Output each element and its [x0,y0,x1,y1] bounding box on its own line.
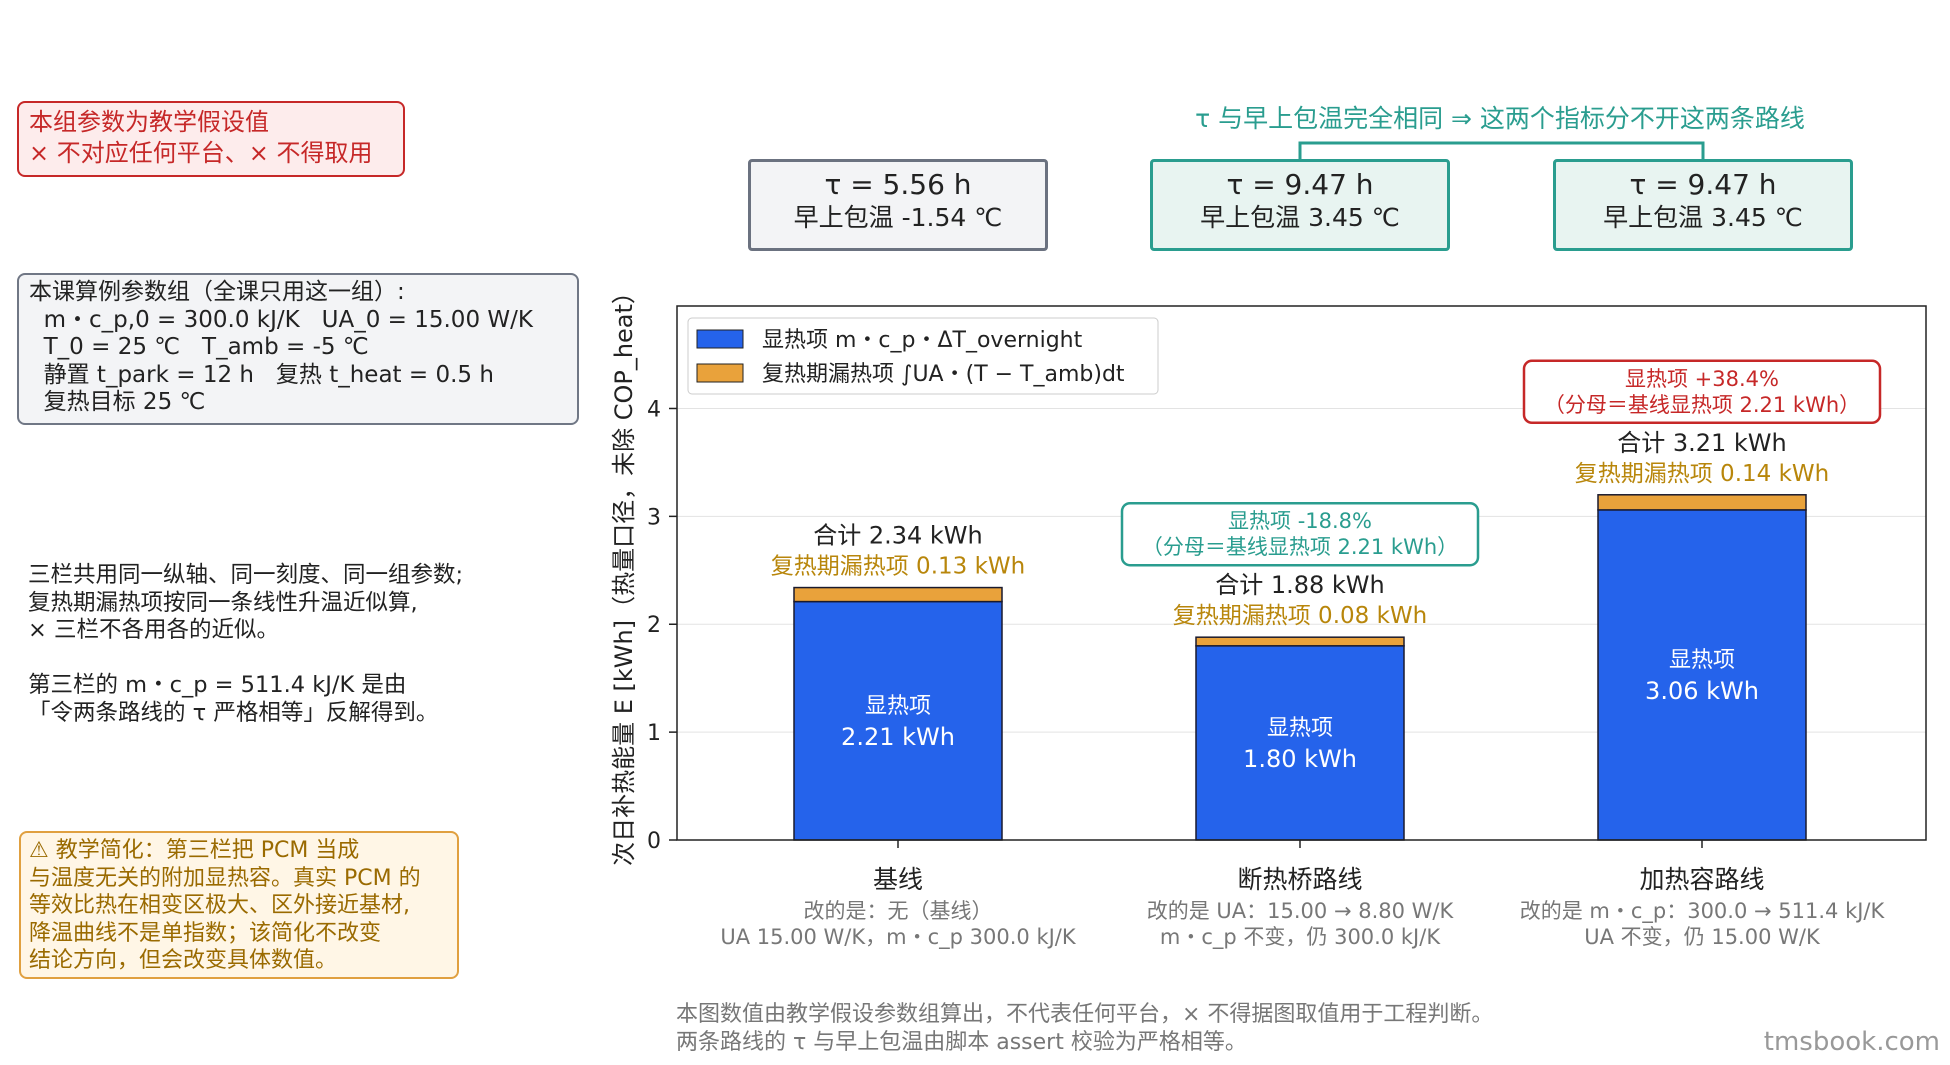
morning-temp: 早上包温 3.45 ℃ [1200,203,1400,232]
bar-inner-value: 2.21 kWh [841,723,955,751]
x-category-label: 加热容路线 [1639,865,1764,894]
parameter-box: 本课算例参数组（全课只用这一组）: m・c_p,0 = 300.0 kJ/K U… [17,273,579,425]
equal-tau-note: τ 与早上包温完全相同 ⇒ 这两个指标分不开这两条路线 [1195,104,1805,133]
total-label: 合计 1.88 kWh [1215,571,1385,599]
y-axis-label: 次日补热能量 E [kWh]（热量口径，未除 COP_heat） [610,280,638,866]
bar-inner-label: 显热项 [1267,716,1333,741]
equal-tau-bracket [1298,141,1705,159]
y-tick-label: 4 [647,397,661,422]
legend-box [687,317,1159,395]
disclaimer-line: 本组参数为教学假设值 [29,108,269,136]
x-category-note: UA 15.00 W/K，m・c_p 300.0 kJ/K [720,925,1077,950]
bar-sensible [1195,645,1405,841]
footer-line: 两条路线的 τ 与早上包温由脚本 assert 校验为严格相等。 [676,1030,1247,1055]
tau-value: τ = 9.47 h [1226,168,1374,201]
annotation-box [1120,501,1480,567]
x-category-label: 断热桥路线 [1237,865,1362,894]
annotation-line: 显热项 -18.8% [1228,509,1372,533]
note-line: × 三栏不各用各的近似。 [28,617,280,643]
param-line: 复热目标 25 ℃ [29,389,206,415]
bar-leak [1195,636,1405,647]
leak-label: 复热期漏热项 0.13 kWh [771,554,1025,580]
tau-box-heat-capacity: τ = 9.47 h 早上包温 3.45 ℃ [1553,159,1853,251]
annotation-box [1522,359,1882,425]
leak-label: 复热期漏热项 0.08 kWh [1173,603,1427,629]
plot-frame [676,305,1927,841]
brand-watermark: tmsbook.com [1763,1027,1940,1057]
bar-inner-value: 1.80 kWh [1243,745,1357,773]
disclaimer-note: 本组参数为教学假设值 × 不对应任何平台、× 不得取用 [17,101,405,177]
legend-label-sensible: 显热项 m・c_p・ΔT_overnight [762,328,1083,353]
x-category-note: 改的是 UA：15.00 → 8.80 W/K [1147,899,1455,923]
warning-line: 等效比热在相变区极大、区外接近基材, [29,893,410,918]
warning-line: 结论方向，但会改变具体数值。 [29,948,338,973]
warning-line: 降温曲线不是单指数；该简化不改变 [29,920,382,946]
param-line: 本课算例参数组（全课只用这一组）: [29,279,405,305]
tau-box-baseline: τ = 5.56 h 早上包温 -1.54 ℃ [748,159,1048,251]
x-category-note: 改的是：无（基线） [804,899,993,923]
y-tick-label: 1 [647,721,661,746]
tau-box-thermal-break: τ = 9.47 h 早上包温 3.45 ℃ [1150,159,1450,251]
total-label: 合计 3.21 kWh [1617,429,1787,457]
disclaimer-line: × 不对应任何平台、× 不得取用 [29,139,373,167]
note-line: 复热期漏热项按同一条线性升温近似算, [28,589,418,616]
bar-inner-label: 显热项 [1669,648,1735,673]
tau-value: τ = 9.47 h [1629,168,1777,201]
footer-note: 本图数值由教学假设参数组算出，不代表任何平台，× 不得据图取值用于工程判断。 两条… [676,1001,1493,1057]
annotation-line: （分母＝基线显热项 2.21 kWh） [1142,535,1458,559]
legend-label-leak: 复热期漏热项 ∫UA・(T − T_amb)dt [762,362,1125,387]
y-tick-label: 2 [647,613,661,638]
bar-leak [1597,494,1807,511]
simplification-warning: ⚠ 教学简化：第三栏把 PCM 当成 与温度无关的附加显热容。真实 PCM 的等效… [19,831,459,979]
x-category-note: 改的是 m・c_p：300.0 → 511.4 kJ/K [1520,899,1886,924]
param-line: T_0 = 25 ℃ T_amb = -5 ℃ [29,334,369,360]
shared-axis-note: 三栏共用同一纵轴、同一刻度、同一组参数; 复热期漏热项按同一条线性升温近似算, × … [28,562,588,727]
warning-line: 与温度无关的附加显热容。真实 PCM 的 [29,865,421,891]
bar-sensible [793,600,1003,841]
leak-label: 复热期漏热项 0.14 kWh [1575,461,1829,487]
morning-temp: 早上包温 3.45 ℃ [1603,203,1803,232]
annotation-line: （分母＝基线显热项 2.21 kWh） [1544,393,1860,417]
bars: 显热项 2.21 kWh 复热期漏热项 0.13 kWh 合计 2.34 kWh 显热项… [771,429,1829,841]
x-category-note: m・c_p 不变，仍 300.0 kJ/K [1160,925,1441,950]
bar-inner-label: 显热项 [865,694,931,719]
bar-inner-value: 3.06 kWh [1645,677,1759,705]
y-axis: 0 1 2 3 4 [647,397,677,854]
param-line: m・c_p,0 = 300.0 kJ/K UA_0 = 15.00 W/K [29,306,533,333]
annotations: 显热项 -18.8%（分母＝基线显热项 2.21 kWh）显热项 +38.4%（… [1120,359,1882,567]
warning-line: ⚠ 教学简化：第三栏把 PCM 当成 [29,838,360,863]
bar-sensible [1597,509,1807,841]
footer-line: 本图数值由教学假设参数组算出，不代表任何平台，× 不得据图取值用于工程判断。 [676,1002,1494,1027]
param-line: 静置 t_park = 12 h 复热 t_heat = 0.5 h [29,361,494,388]
note-line: 三栏共用同一纵轴、同一刻度、同一组参数; [28,562,464,588]
total-label: 合计 2.34 kWh [813,522,983,550]
legend: 显热项 m・c_p・ΔT_overnight 复热期漏热项 ∫UA・(T − T… [687,317,1159,395]
annotation-line: 显热项 +38.4% [1625,367,1779,391]
x-category-note: UA 不变，仍 15.00 W/K [1584,925,1821,949]
legend-swatch-sensible [696,329,744,349]
x-category-label: 基线 [873,865,923,894]
legend-swatch-leak [696,363,744,383]
note-line: 第三栏的 m・c_p = 511.4 kJ/K 是由 [28,672,407,698]
tau-value: τ = 5.56 h [824,168,972,201]
y-tick-label: 0 [647,829,661,854]
bar-leak [793,586,1003,603]
morning-temp: 早上包温 -1.54 ℃ [793,203,1003,232]
note-line: 「令两条路线的 τ 严格相等」反解得到。 [28,699,439,726]
y-tick-label: 3 [647,505,661,530]
